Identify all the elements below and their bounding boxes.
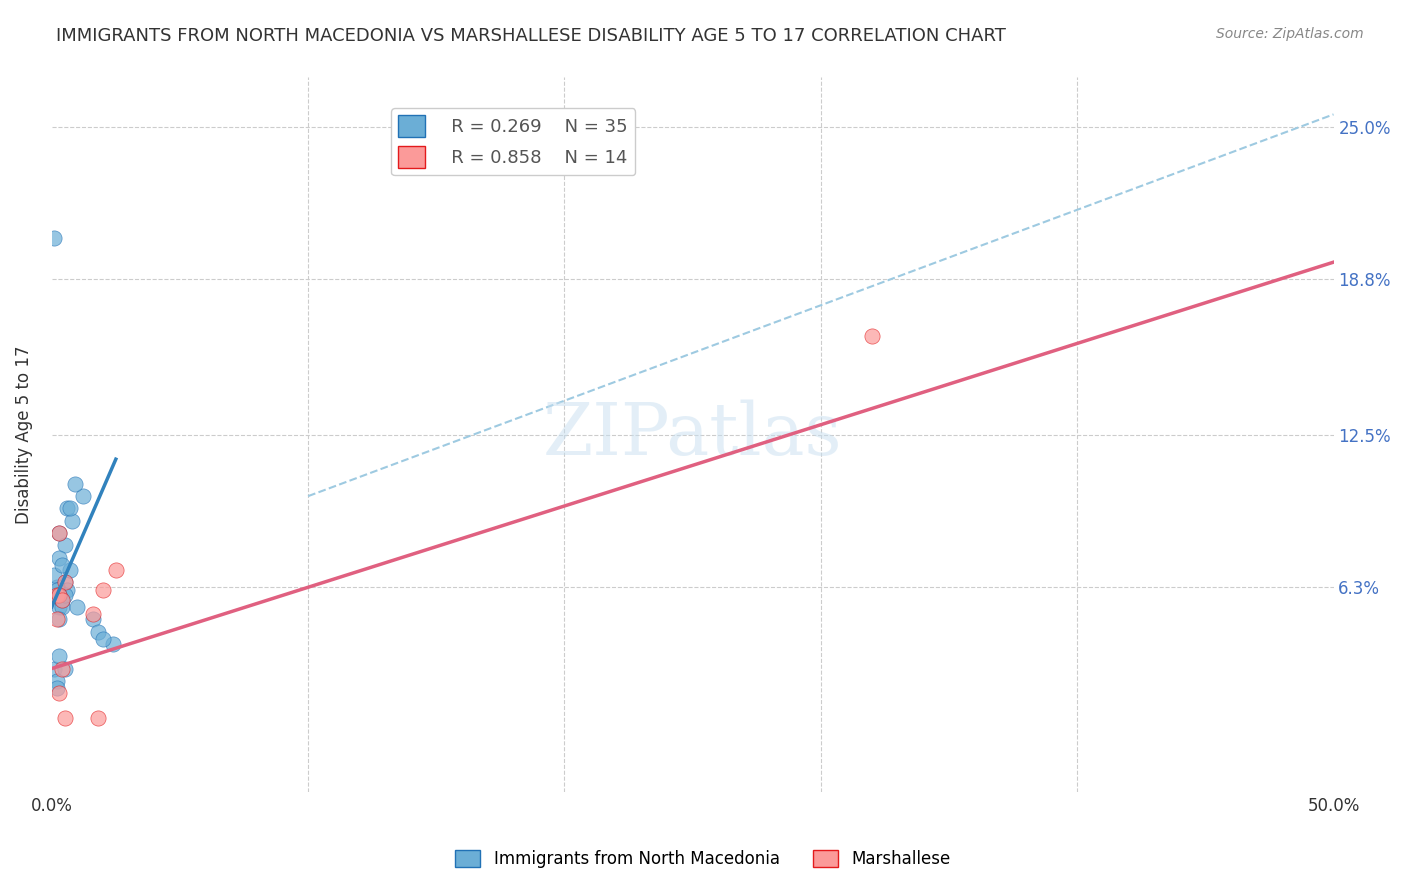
Legend:    R = 0.269    N = 35,    R = 0.858    N = 14: R = 0.269 N = 35, R = 0.858 N = 14 [391, 108, 636, 176]
Text: IMMIGRANTS FROM NORTH MACEDONIA VS MARSHALLESE DISABILITY AGE 5 TO 17 CORRELATIO: IMMIGRANTS FROM NORTH MACEDONIA VS MARSH… [56, 27, 1007, 45]
Point [103, 637, 125, 651]
Point [87, 624, 110, 639]
Point [48, 599, 70, 614]
Point [91, 632, 114, 646]
Point [53, 588, 76, 602]
Point [53, 538, 76, 552]
Point [48, 649, 70, 664]
Point [48, 612, 70, 626]
Point [53, 661, 76, 675]
Point [87, 711, 110, 725]
Point [860, 329, 883, 343]
Point [45, 588, 67, 602]
Point [51, 592, 73, 607]
Point [60, 514, 83, 528]
Point [45, 681, 67, 696]
Point [51, 558, 73, 573]
Point [72, 489, 94, 503]
Point [91, 582, 114, 597]
Y-axis label: Disability Age 5 to 17: Disability Age 5 to 17 [15, 345, 32, 524]
Point [44, 230, 66, 244]
Point [44, 661, 66, 675]
Point [53, 711, 76, 725]
Point [48, 526, 70, 541]
Point [63, 476, 86, 491]
Point [51, 661, 73, 675]
Point [66, 599, 89, 614]
Point [82, 607, 104, 622]
Point [51, 599, 73, 614]
Point [45, 582, 67, 597]
Point [59, 501, 82, 516]
Point [44, 568, 66, 582]
Point [48, 550, 70, 565]
Point [48, 686, 70, 700]
Point [48, 526, 70, 541]
Point [82, 612, 104, 626]
Point [51, 592, 73, 607]
Point [45, 580, 67, 594]
Point [104, 563, 127, 577]
Point [48, 588, 70, 602]
Text: ZIPatlas: ZIPatlas [543, 400, 842, 470]
Point [51, 592, 73, 607]
Point [48, 588, 70, 602]
Point [45, 588, 67, 602]
Point [56, 582, 79, 597]
Point [59, 563, 82, 577]
Legend: Immigrants from North Macedonia, Marshallese: Immigrants from North Macedonia, Marshal… [449, 843, 957, 875]
Point [45, 673, 67, 688]
Point [53, 575, 76, 590]
Point [53, 575, 76, 590]
Point [48, 588, 70, 602]
Point [45, 612, 67, 626]
Point [56, 501, 79, 516]
Text: Source: ZipAtlas.com: Source: ZipAtlas.com [1216, 27, 1364, 41]
